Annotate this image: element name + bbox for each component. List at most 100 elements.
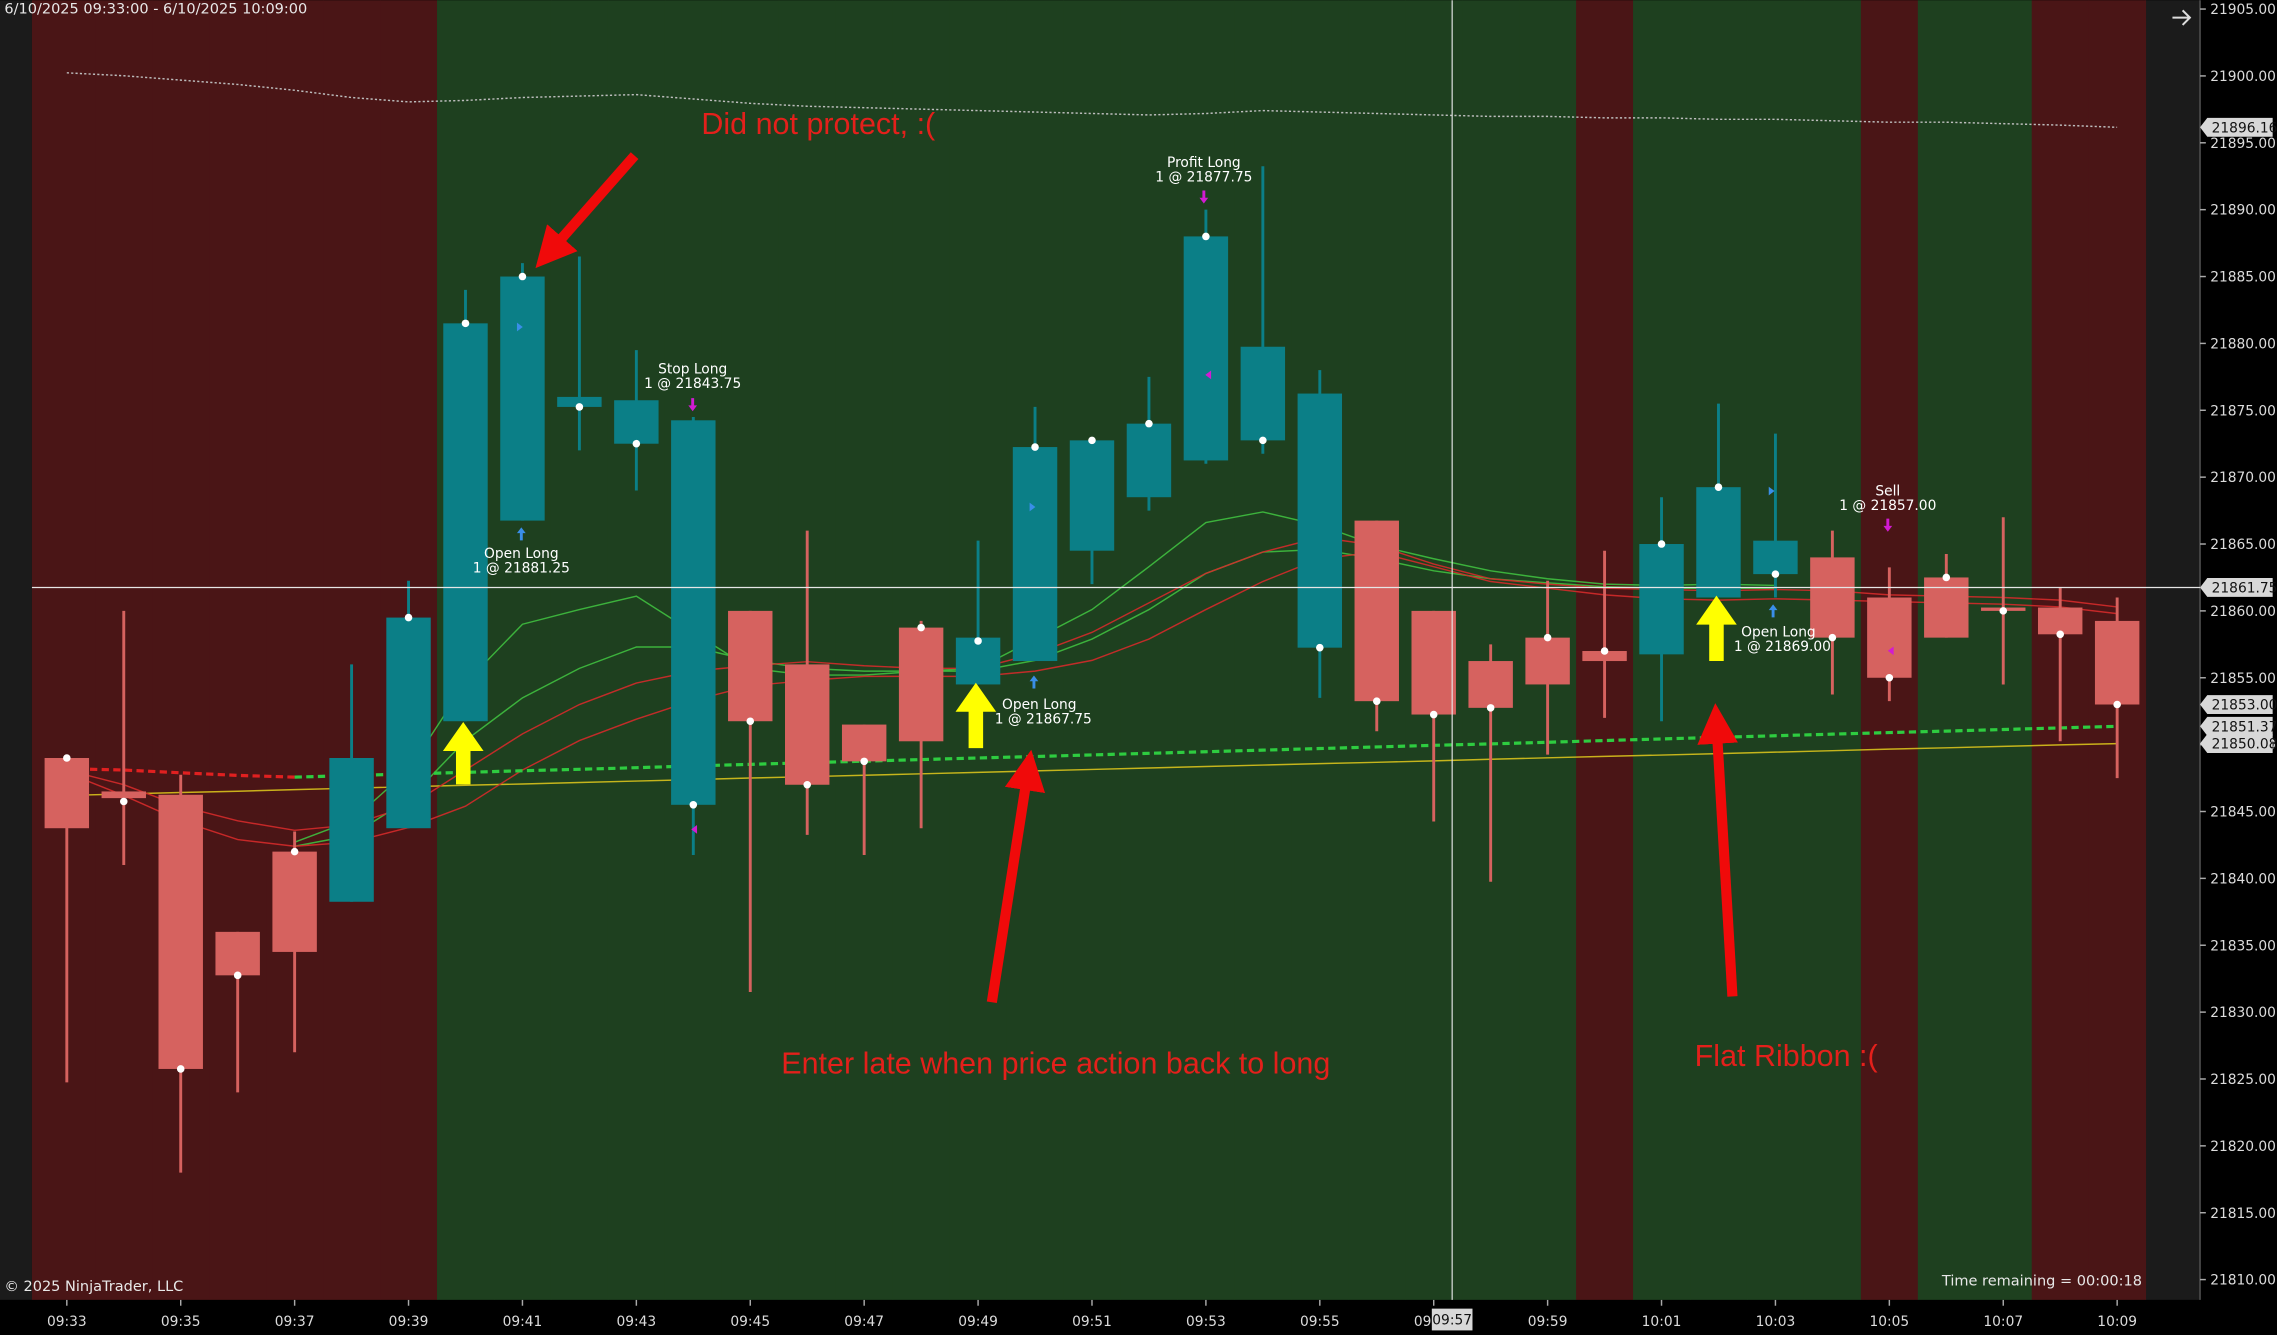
candle-body — [443, 323, 488, 722]
session-band — [1917, 0, 1976, 1300]
session-band — [1120, 0, 1178, 1300]
red-arrow — [986, 749, 1046, 1004]
close-marker — [461, 319, 470, 328]
price-tag: 21851.37 — [2212, 719, 2277, 735]
close-marker — [1145, 419, 1153, 428]
overlay — [442, 9, 2192, 1004]
crosshair-time-box — [1431, 1308, 1473, 1331]
x-tick-label: 10:01 — [1642, 1314, 1682, 1330]
annotation: Flat Ribbon :( — [1695, 1039, 1878, 1073]
candle-body — [272, 851, 317, 952]
session-band — [209, 0, 267, 1300]
y-tick-label: 21905.00 — [2210, 2, 2276, 18]
x-tick-label: 10:09 — [2097, 1314, 2137, 1330]
price-tag-box — [2200, 117, 2273, 137]
close-marker — [632, 439, 641, 448]
x-axis-area — [0, 1299, 2277, 1335]
close-marker — [2056, 630, 2064, 639]
indicator-line — [294, 724, 2118, 779]
red-arrow — [535, 152, 639, 269]
candle-body — [1867, 597, 1912, 678]
trade-label: Sell — [1875, 483, 1900, 499]
candle-body — [2094, 620, 2140, 705]
copyright: © 2025 NinjaTrader, LLC — [4, 1279, 183, 1295]
close-marker — [1316, 643, 1324, 652]
execution-marker — [1768, 486, 1775, 496]
y-tick-label: 21865.00 — [2210, 537, 2276, 553]
y-tick-label: 21880.00 — [2210, 336, 2276, 352]
candle-body — [671, 420, 716, 805]
crosshair-price-box — [2200, 578, 2273, 597]
close-marker — [1885, 673, 1894, 682]
signal-arrow — [1696, 595, 1737, 661]
candle-body — [1069, 440, 1115, 551]
session-band — [1063, 0, 1121, 1300]
execution-marker — [691, 825, 698, 834]
close-marker — [575, 403, 584, 411]
candle-body — [1696, 487, 1741, 598]
x-tick-label: 09:37 — [275, 1314, 315, 1330]
close-marker — [176, 1065, 185, 1073]
execution-marker — [1887, 646, 1894, 656]
x-tick-label: 09:55 — [1300, 1314, 1340, 1330]
candle-body — [1639, 544, 1684, 655]
trade-detail: 1 @ 21843.75 — [644, 376, 741, 392]
execution-marker — [1205, 370, 1212, 380]
close-marker — [917, 623, 925, 632]
x-tick-label: 09:45 — [730, 1314, 770, 1330]
y-tick-label: 21890.00 — [2210, 203, 2276, 219]
y-tick-label: 21845.00 — [2210, 805, 2276, 821]
candle-body — [1240, 346, 1286, 441]
y-tick-label: 21885.00 — [2210, 270, 2276, 286]
x-tick-label: 10:07 — [1983, 1314, 2023, 1330]
trade-detail: 1 @ 21869.00 — [1734, 639, 1831, 655]
y-tick-label: 21900.00 — [2210, 69, 2276, 85]
close-marker — [233, 971, 242, 980]
price-tag: 21896.16 — [2212, 120, 2277, 136]
indicator-line — [66, 767, 295, 779]
x-tick-label: 09:33 — [47, 1314, 87, 1330]
price-tag-box — [2200, 695, 2273, 714]
candle-body — [728, 610, 773, 722]
trade-label: Stop Long — [658, 361, 727, 377]
close-marker — [1942, 573, 1951, 582]
close-marker — [1543, 633, 1552, 642]
close-marker — [1828, 633, 1837, 642]
y-tick-label: 21870.00 — [2210, 470, 2276, 486]
close-marker — [860, 757, 868, 766]
x-tick-label: 09:53 — [1186, 1314, 1226, 1330]
trade-label: Open Long — [484, 546, 559, 562]
candle-body — [898, 627, 944, 742]
candle-body — [1525, 637, 1570, 685]
candle-body — [1924, 577, 1969, 638]
entry-arrow — [1029, 675, 1039, 689]
y-tick-label: 21810.00 — [2210, 1273, 2276, 1289]
close-marker — [518, 272, 527, 281]
signal-arrow — [442, 721, 484, 785]
time-remaining: Time remaining = 00:00:18 — [1941, 1273, 2142, 1289]
exit-arrow — [688, 398, 698, 412]
candle-body — [841, 724, 887, 762]
candle-body — [101, 791, 146, 799]
right-margin — [2144, 0, 2201, 1300]
candle-body — [158, 794, 203, 1069]
y-tick-label: 21855.00 — [2210, 671, 2276, 687]
close-marker — [1486, 704, 1495, 712]
y-tick-label: 21820.00 — [2210, 1139, 2276, 1155]
y-tick-label: 21835.00 — [2210, 938, 2276, 954]
x-tick-label: 09:39 — [389, 1314, 429, 1330]
close-marker — [1771, 570, 1780, 578]
close-marker — [404, 613, 413, 622]
expand-icon[interactable] — [2172, 9, 2192, 26]
crosshair-price: 21861.75 — [2212, 581, 2277, 597]
close-marker — [1714, 483, 1723, 491]
left-margin — [0, 0, 32, 1300]
candle-body — [1411, 610, 1456, 715]
candle-body — [500, 276, 545, 521]
close-marker — [290, 847, 299, 856]
candle-body — [557, 396, 602, 407]
plot — [44, 72, 2140, 1173]
candle-body — [1582, 651, 1627, 662]
y-tick-label: 21840.00 — [2210, 871, 2276, 887]
candle-body — [614, 400, 659, 444]
